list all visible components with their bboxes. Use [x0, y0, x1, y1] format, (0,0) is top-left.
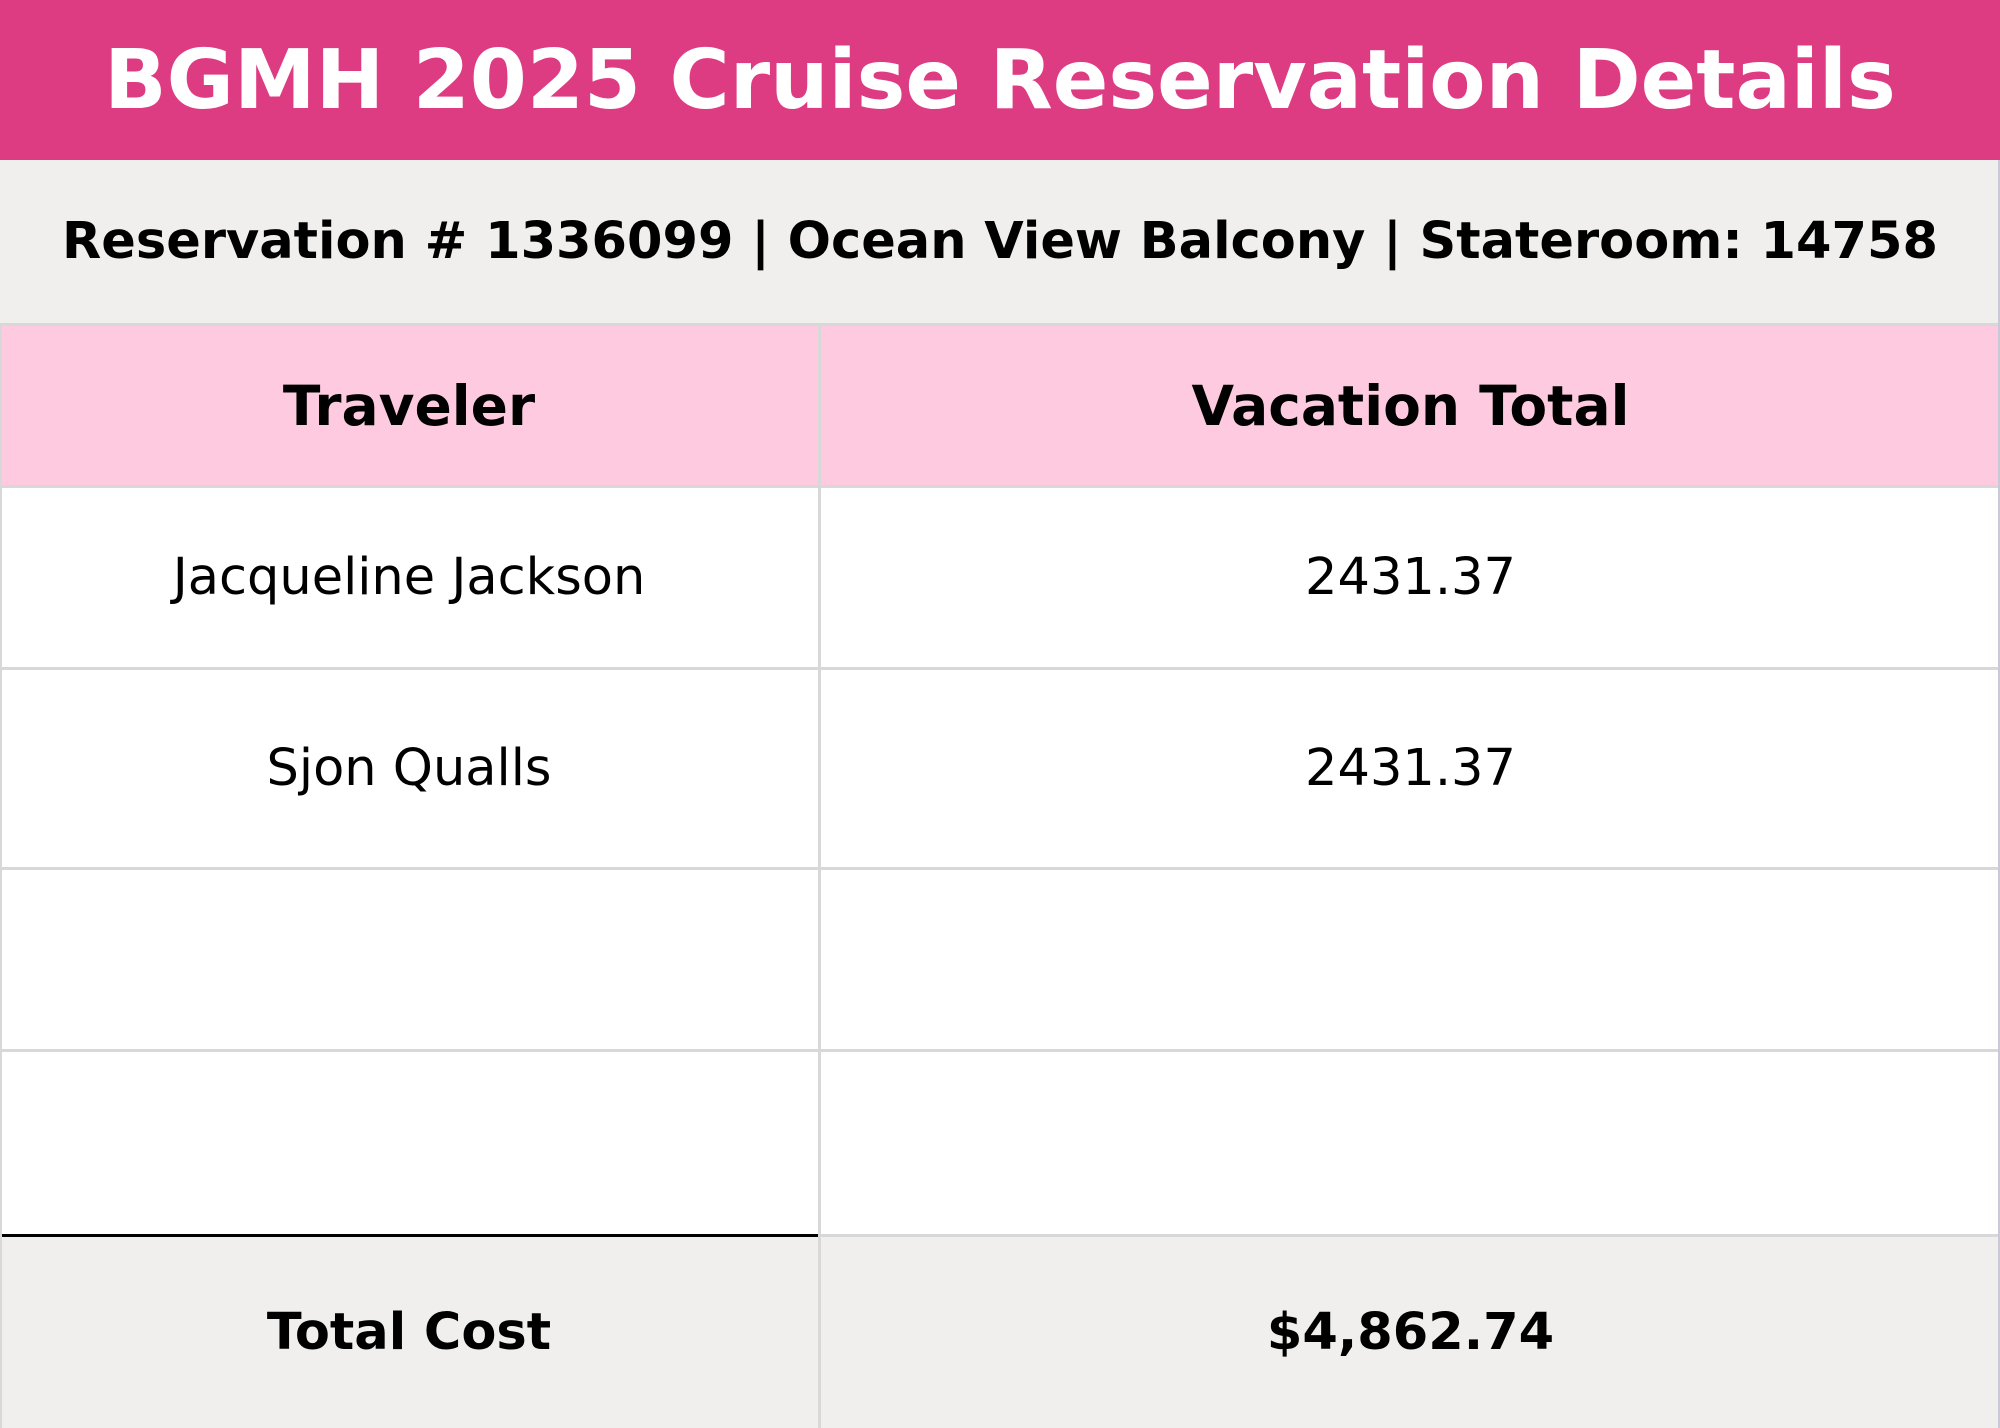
- header-vacation-total-label: Vacation Total: [1191, 373, 1630, 438]
- header-vacation-total: Vacation Total: [818, 326, 2000, 488]
- vacation-total-value: 2431.37: [1305, 548, 1516, 607]
- header-traveler-label: Traveler: [282, 373, 536, 438]
- table-row-traveler: Sjon Qualls: [0, 670, 818, 870]
- table-row-traveler: [0, 1052, 818, 1234]
- table-right-border: [1998, 160, 2000, 1428]
- table-row-total: [818, 870, 2000, 1052]
- total-cost-label-cell: Total Cost: [0, 1234, 818, 1428]
- header-traveler: Traveler: [0, 326, 818, 488]
- reservation-summary: Reservation # 1336099 | Ocean View Balco…: [62, 212, 1938, 271]
- reservation-table: Traveler Vacation Total Jacqueline Jacks…: [0, 326, 2000, 1428]
- total-cost-value-cell: $4,862.74: [818, 1234, 2000, 1428]
- page-title: BGMH 2025 Cruise Reservation Details: [104, 32, 1896, 128]
- vacation-total-value: 2431.37: [1305, 739, 1516, 798]
- table-left-border: [0, 326, 2, 1428]
- table-row-total: 2431.37: [818, 670, 2000, 870]
- reservation-summary-banner: Reservation # 1336099 | Ocean View Balco…: [0, 160, 2000, 326]
- table-row-total: [818, 1052, 2000, 1234]
- title-banner: BGMH 2025 Cruise Reservation Details: [0, 0, 2000, 160]
- total-cost-label: Total Cost: [266, 1303, 552, 1362]
- table-row-traveler: [0, 870, 818, 1052]
- traveler-name: Jacqueline Jackson: [172, 548, 646, 607]
- traveler-name: Sjon Qualls: [266, 739, 552, 798]
- table-row-traveler: Jacqueline Jackson: [0, 488, 818, 670]
- table-row-total: 2431.37: [818, 488, 2000, 670]
- total-cost-value: $4,862.74: [1266, 1303, 1555, 1362]
